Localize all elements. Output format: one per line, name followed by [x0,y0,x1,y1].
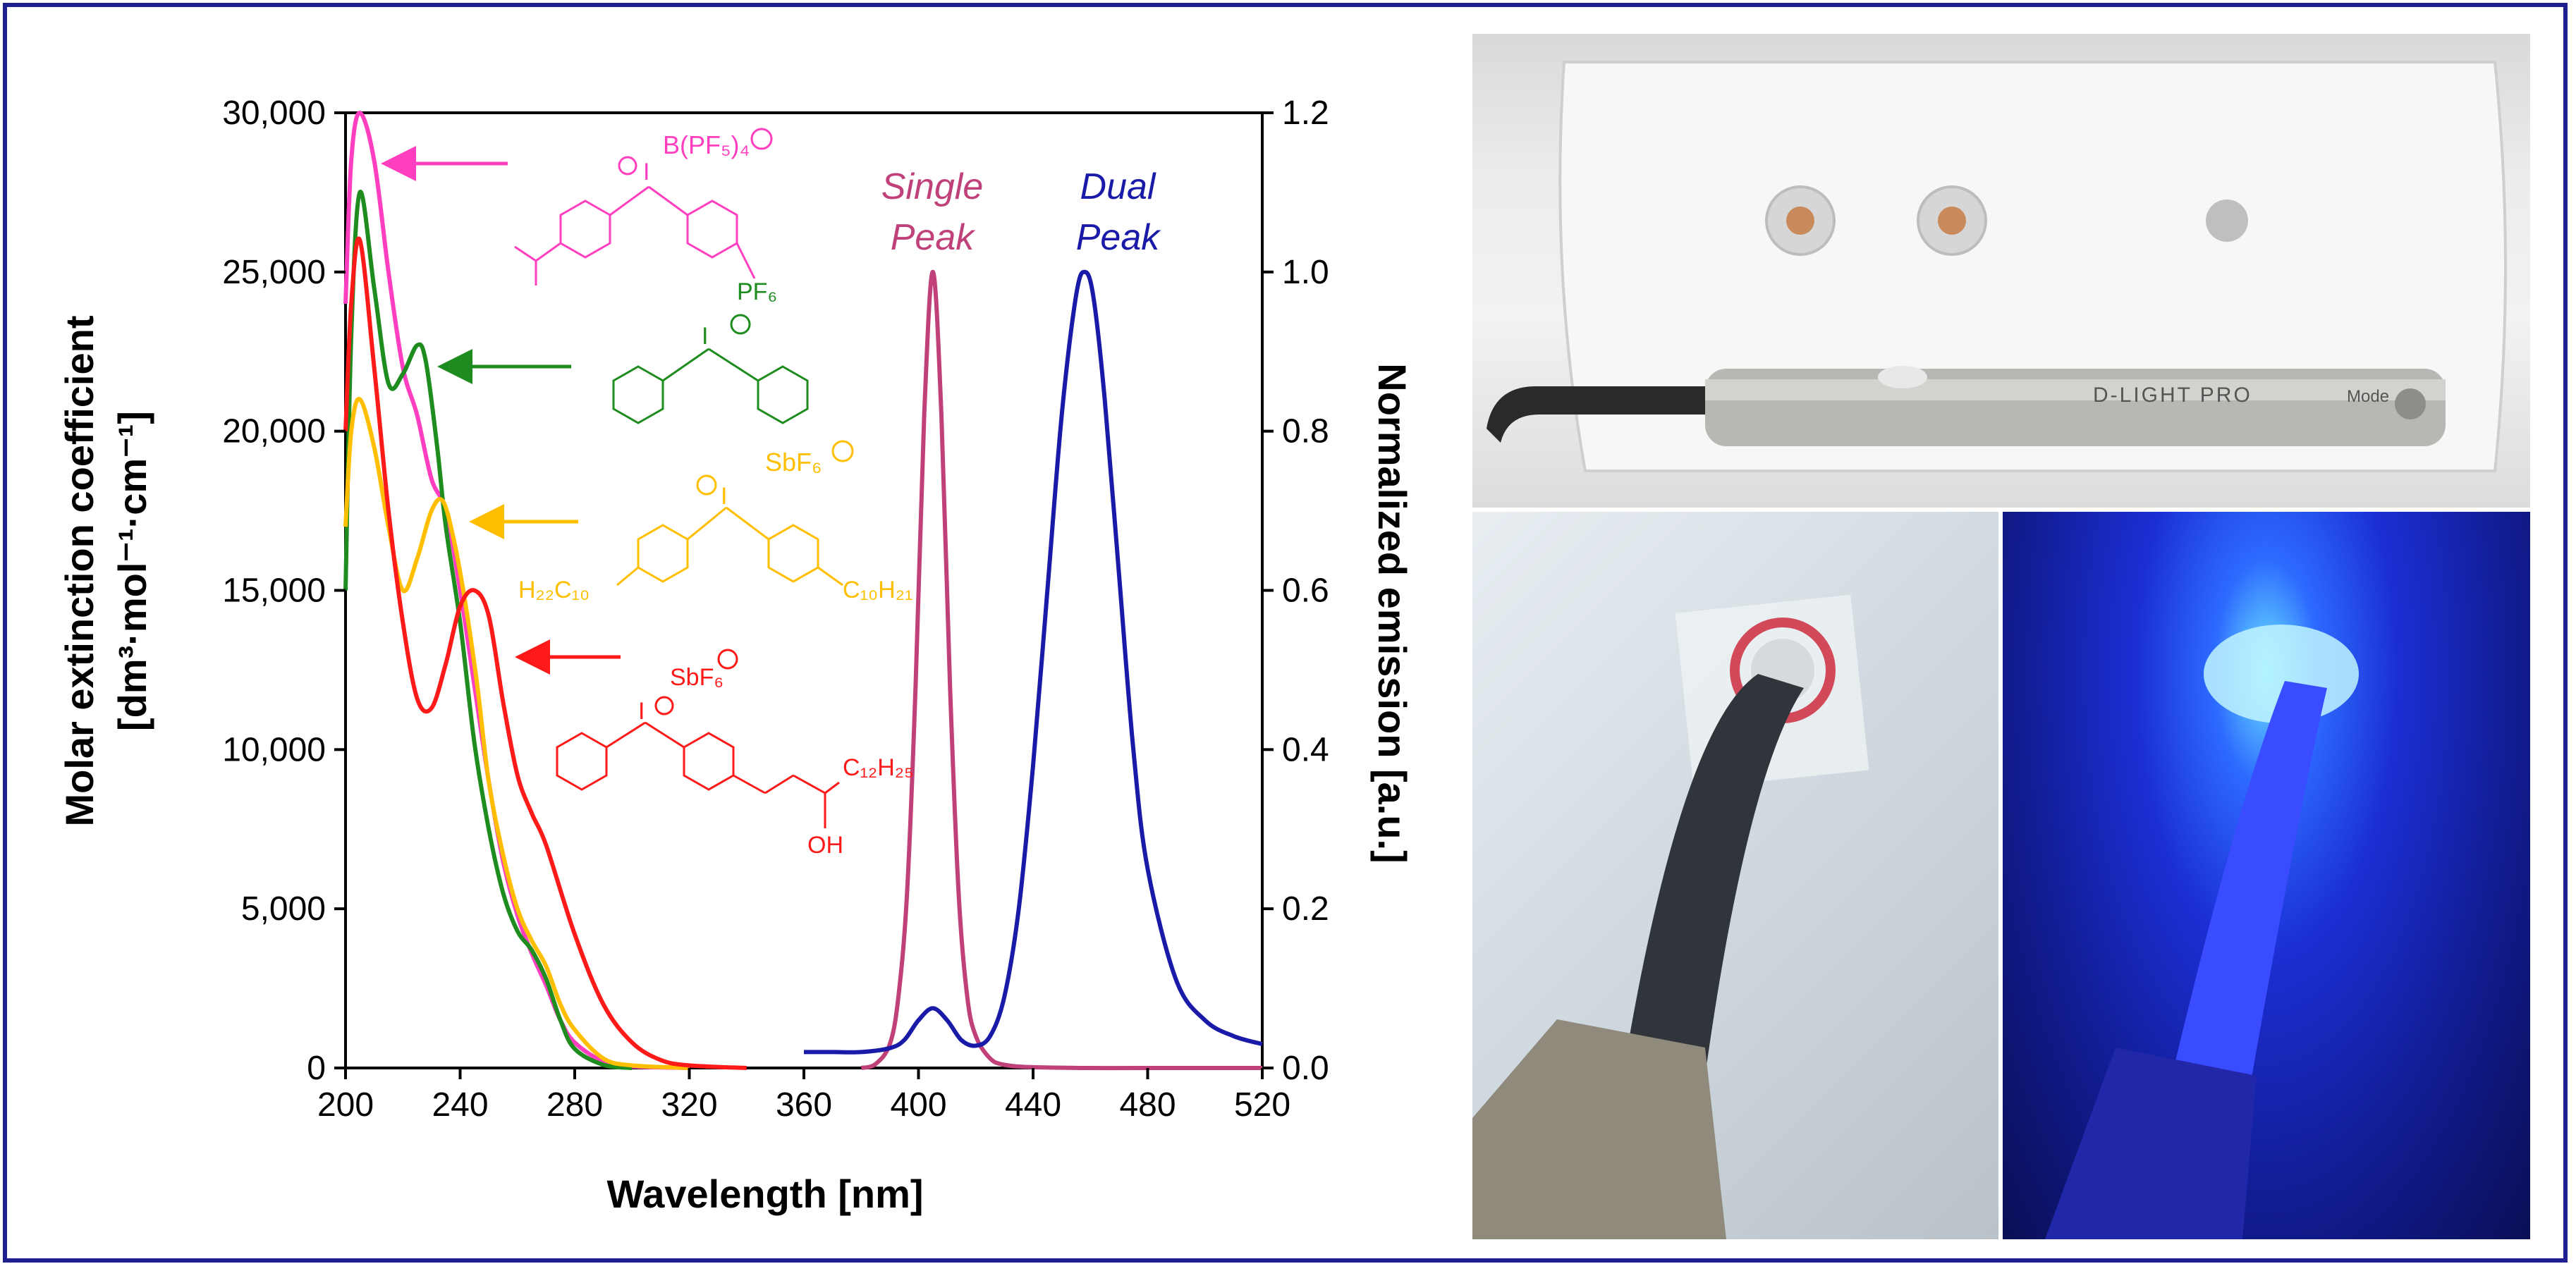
emission-series-single-peak [860,269,1262,1071]
y-right-tick-label: 0.2 [1282,890,1329,928]
x-tick-label: 320 [661,1086,717,1124]
single-peak-label-line1: Single [881,166,984,207]
iodonium-structure-green [612,314,809,424]
y-axis-title-left-line1: Molar extinction coefficient [57,316,102,827]
chain-label-red: C₁₂H₂₅ [843,754,914,781]
x-tick-label: 400 [890,1086,946,1124]
iodonium-structure-magenta [514,128,773,285]
iodine-label-red: I [638,698,645,725]
dual-peak-label-line2: Peak [1076,217,1162,258]
y-left-tick-label: 20,000 [222,413,326,450]
y-right-tick-label: 0.4 [1282,731,1329,768]
anion-label-orange: SbF₆ [765,448,822,477]
y-right-tick-label: 0.6 [1282,572,1329,610]
device-mode-label: Mode [2347,387,2389,406]
y-right-tick-label: 0.0 [1282,1050,1329,1087]
iodine-label-magenta: I [643,159,649,185]
photo-blue-light-illumination [2003,512,2530,1239]
x-tick-label: 240 [432,1086,488,1124]
ticks-layer: 200 240 280 320 360 400 440 480 520 0 5,000 10,000 1… [222,94,1329,1124]
x-tick-label: 480 [1119,1086,1176,1124]
x-axis-title: Wavelength [nm] [606,1172,923,1216]
absorption-series-green [343,190,633,1070]
y-axis-title-right: Normalized emission [a.u.] [1370,363,1415,864]
y-left-tick-label: 5,000 [241,890,326,928]
y-right-tick-label: 1.0 [1282,254,1329,291]
device-brand-label: D-LIGHT PRO [2093,383,2252,407]
iodine-label-green: I [702,323,708,350]
y-axis-title-left-line2: [dm³·mol⁻¹·cm⁻¹] [110,411,154,731]
dual-peak-label-line1: Dual [1080,166,1156,207]
iodonium-structure-red [556,649,840,828]
emission-series-dual-peak [803,269,1263,1055]
photo-tip-on-sample [1472,512,1998,1239]
chain-label-orange-right: C₁₀H₂₁ [843,577,912,603]
x-tick-label: 360 [776,1086,832,1124]
oh-label-red: OH [807,832,843,859]
chain-label-orange-left: H₂₂C₁₀ [518,577,590,603]
anion-label-magenta: B(PF₅)₄ [663,130,750,159]
anion-label-red: SbF₆ [670,664,724,691]
x-tick-label: 280 [547,1086,603,1124]
x-tick-label: 200 [317,1086,374,1124]
absorption-series-orange [343,397,690,1070]
y-left-tick-label: 10,000 [222,731,326,768]
y-right-tick-label: 0.8 [1282,413,1329,450]
absorption-series-red [343,236,747,1070]
x-tick-label: 440 [1005,1086,1061,1124]
y-left-tick-label: 25,000 [222,254,326,291]
y-left-tick-label: 15,000 [222,572,326,610]
iodine-label-orange: I [721,483,727,510]
y-right-tick-label: 1.2 [1282,94,1329,132]
iodonium-structure-orange [616,440,854,587]
single-peak-label-line2: Peak [891,217,977,258]
x-tick-label: 520 [1234,1086,1290,1124]
y-left-tick-label: 0 [307,1050,326,1087]
series-layer [343,111,1263,1071]
photo-curing-light-device: D-LIGHT PRO Mode [1472,34,2530,508]
spectra-chart: 200 240 280 320 360 400 440 480 520 0 5,000 10,000 1… [57,94,1415,1216]
y-left-tick-label: 30,000 [222,94,326,132]
anion-label-green-top: PF₆ [737,278,777,305]
